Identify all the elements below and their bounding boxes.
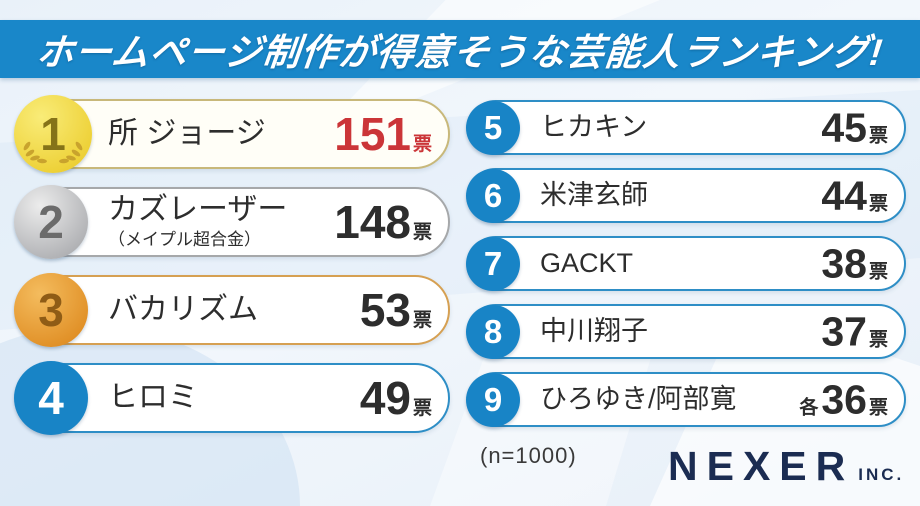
ranking-item-4: 4 ヒロミ 49 票 bbox=[14, 361, 450, 435]
celebrity-name: 中川翔子 bbox=[540, 316, 648, 347]
rank-number: 3 bbox=[38, 284, 64, 336]
celebrity-name-block: 中川翔子 bbox=[540, 304, 756, 359]
nexer-logo-suffix: INC. bbox=[858, 465, 905, 484]
rank-number: 9 bbox=[483, 381, 503, 418]
sample-size-note: (n=1000) bbox=[480, 443, 577, 468]
celebrity-name-block: ひろゆき/阿部寛 bbox=[540, 372, 756, 427]
celebrity-name-block: バカリズム bbox=[108, 275, 275, 345]
ranking-item-3: 3 バカリズム 53 票 bbox=[14, 273, 450, 347]
ranking-pill bbox=[16, 363, 450, 433]
ranking-item-1: 1 所 ジョージ 151 票 bbox=[14, 95, 450, 173]
nexer-logo: NEXER INC. bbox=[668, 446, 904, 487]
rank-9-badge: 9 bbox=[466, 372, 520, 427]
ranking-item-2: 2 カズレーザー （メイプル超合金） 148 票 bbox=[14, 185, 450, 259]
rank-8-badge: 8 bbox=[466, 304, 520, 359]
vote-unit: 票 bbox=[412, 222, 432, 243]
ranking-item-6: 6 米津玄師 44 票 bbox=[466, 168, 906, 223]
vote-unit: 票 bbox=[868, 125, 888, 146]
vote-unit: 票 bbox=[868, 329, 888, 350]
vote-count: 151 票 bbox=[331, 111, 432, 157]
vote-count: 45 票 bbox=[818, 107, 888, 148]
celebrity-name: カズレーザー bbox=[108, 192, 288, 226]
ranking-item-9: 9 ひろゆき/阿部寛 各 36 票 bbox=[466, 372, 906, 427]
vote-count: 44 票 bbox=[818, 175, 888, 216]
rank-number: 5 bbox=[483, 109, 503, 146]
page-title: ホームページ制作が得意そうな芸能人ランキング! bbox=[34, 32, 885, 73]
celebrity-name: ヒロミ bbox=[108, 381, 198, 415]
rank-1-badge: 1 bbox=[14, 95, 92, 173]
rank-5-badge: 5 bbox=[466, 100, 520, 155]
ranking-pill bbox=[468, 236, 906, 291]
celebrity-name-block: GACKT bbox=[540, 236, 756, 291]
vote-number: 36 bbox=[821, 376, 867, 422]
celebrity-name-block: 米津玄師 bbox=[540, 168, 756, 223]
celebrity-name-block: 所 ジョージ bbox=[108, 99, 275, 169]
vote-number: 49 bbox=[359, 372, 411, 424]
ranking-item-7: 7 GACKT 38 票 bbox=[466, 236, 906, 291]
vote-number: 148 bbox=[334, 196, 411, 248]
ranking-pill bbox=[16, 275, 450, 345]
vote-unit: 票 bbox=[868, 397, 888, 418]
vote-count: 148 票 bbox=[331, 199, 432, 245]
rank-number: 8 bbox=[483, 313, 503, 350]
vote-number: 151 bbox=[334, 108, 411, 160]
vote-unit: 票 bbox=[412, 310, 432, 331]
vote-unit: 票 bbox=[412, 134, 432, 155]
vote-number: 38 bbox=[821, 240, 867, 286]
title-banner: ホームページ制作が得意そうな芸能人ランキング! bbox=[0, 20, 920, 78]
celebrity-name: ヒカキン bbox=[540, 112, 648, 143]
celebrity-name: バカリズム bbox=[108, 293, 258, 327]
celebrity-name-block: ヒカキン bbox=[540, 100, 756, 155]
vote-unit: 票 bbox=[868, 261, 888, 282]
ranking-column-left: 1 所 ジョージ 151 票 2 カズレーザー （メイプル超合金） bbox=[14, 95, 450, 435]
celebrity-subtitle: （メイプル超合金） bbox=[108, 230, 261, 250]
vote-number: 37 bbox=[821, 308, 867, 354]
celebrity-name: GACKT bbox=[540, 248, 634, 279]
laurel-icon bbox=[23, 141, 83, 164]
celebrity-name: 所 ジョージ bbox=[108, 117, 266, 151]
vote-count: 各 36 票 bbox=[799, 379, 888, 420]
ranking-pill bbox=[16, 187, 450, 257]
rank-number: 2 bbox=[38, 196, 64, 248]
celebrity-name-block: カズレーザー （メイプル超合金） bbox=[108, 187, 288, 257]
vote-number: 44 bbox=[821, 172, 867, 218]
rank-6-badge: 6 bbox=[466, 168, 520, 223]
vote-unit: 票 bbox=[412, 398, 432, 419]
rank-number: 7 bbox=[483, 245, 503, 282]
ranking-column-right: 5 ヒカキン 45 票 6 米津玄師 44 票 bbox=[466, 100, 906, 427]
vote-count: 53 票 bbox=[357, 287, 432, 333]
vote-count: 49 票 bbox=[357, 375, 432, 421]
vote-count: 38 票 bbox=[818, 243, 888, 284]
vote-count: 37 票 bbox=[818, 311, 888, 352]
ranking-pill bbox=[468, 372, 906, 427]
rank-number: 4 bbox=[38, 372, 64, 424]
vote-prefix: 各 bbox=[799, 397, 819, 418]
vote-unit: 票 bbox=[868, 193, 888, 214]
celebrity-name: ひろゆき/阿部寛 bbox=[540, 384, 737, 415]
ranking-pill bbox=[468, 304, 906, 359]
vote-number: 45 bbox=[821, 104, 867, 150]
ranking-item-8: 8 中川翔子 37 票 bbox=[466, 304, 906, 359]
rank-3-badge: 3 bbox=[14, 273, 88, 347]
ranking-item-5: 5 ヒカキン 45 票 bbox=[466, 100, 906, 155]
ranking-pill bbox=[468, 168, 906, 223]
rank-4-badge: 4 bbox=[14, 361, 88, 435]
rank-number: 6 bbox=[483, 177, 503, 214]
vote-number: 53 bbox=[359, 284, 411, 336]
rank-7-badge: 7 bbox=[466, 236, 520, 291]
celebrity-name: 米津玄師 bbox=[540, 180, 648, 211]
celebrity-name-block: ヒロミ bbox=[108, 363, 275, 433]
nexer-logo-text: NEXER bbox=[668, 443, 855, 489]
rank-number: 1 bbox=[40, 108, 66, 160]
rank-2-badge: 2 bbox=[14, 185, 88, 259]
